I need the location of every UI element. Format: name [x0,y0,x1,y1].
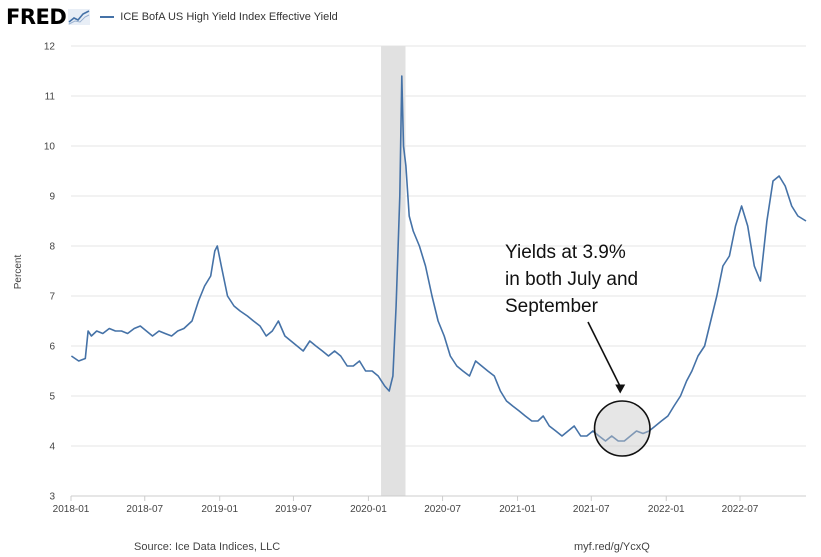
x-tick-label: 2022-01 [648,504,685,515]
source-note: Source: Ice Data Indices, LLC [134,541,281,553]
chart-header: FRED ICE BofA US High Yield Index Effect… [6,4,338,30]
chart-legend: ICE BofA US High Yield Index Effective Y… [100,11,338,23]
legend-label: ICE BofA US High Yield Index Effective Y… [120,11,338,23]
x-tick-label: 2020-01 [350,504,387,515]
legend-swatch [100,16,115,18]
annotation-arrowhead [615,384,626,394]
series-line [70,75,807,442]
y-axis-tick-labels: 3 4 5 6 7 8 9 10 11 12 [44,42,56,503]
annotation-text-line: in both July and [505,269,638,290]
y-tick-label: 11 [45,92,56,103]
annotation-arrow-shaft [587,321,621,387]
y-axis-label: Percent [13,255,24,290]
annotation-ellipse [593,400,651,457]
y-tick-label: 3 [49,492,55,503]
short-url-link[interactable]: myf.red/g/YcxQ [574,541,650,553]
x-axis-tick-labels: 2018-01 2018-07 2019-01 2019-07 2020-01 2020-… [53,496,759,515]
x-tick-label: 2020-07 [424,504,461,515]
fred-logo-graph-icon [68,9,91,25]
series-lines [70,75,807,442]
y-tick-label: 12 [44,42,56,53]
x-tick-label: 2019-01 [201,504,238,515]
y-tick-label: 7 [49,292,55,303]
x-tick-label: 2022-07 [722,504,759,515]
x-tick-label: 2021-01 [499,504,536,515]
annotation-text-line: September [505,296,599,317]
y-tick-label: 9 [49,192,55,203]
y-tick-label: 10 [44,142,56,153]
annotation-text-line: Yields at 3.9% [505,242,626,263]
y-tick-label: 5 [49,392,55,403]
x-tick-label: 2018-01 [53,504,90,515]
y-tick-label: 8 [49,242,55,253]
fred-logo[interactable]: FRED [6,4,67,29]
x-tick-label: 2018-07 [126,504,163,515]
annotation: Yields at 3.9% in both July and September [505,242,651,457]
x-tick-label: 2019-07 [275,504,312,515]
y-tick-label: 6 [49,342,55,353]
x-tick-label: 2021-07 [573,504,610,515]
y-tick-label: 4 [49,442,55,453]
grid-lines [71,45,806,447]
